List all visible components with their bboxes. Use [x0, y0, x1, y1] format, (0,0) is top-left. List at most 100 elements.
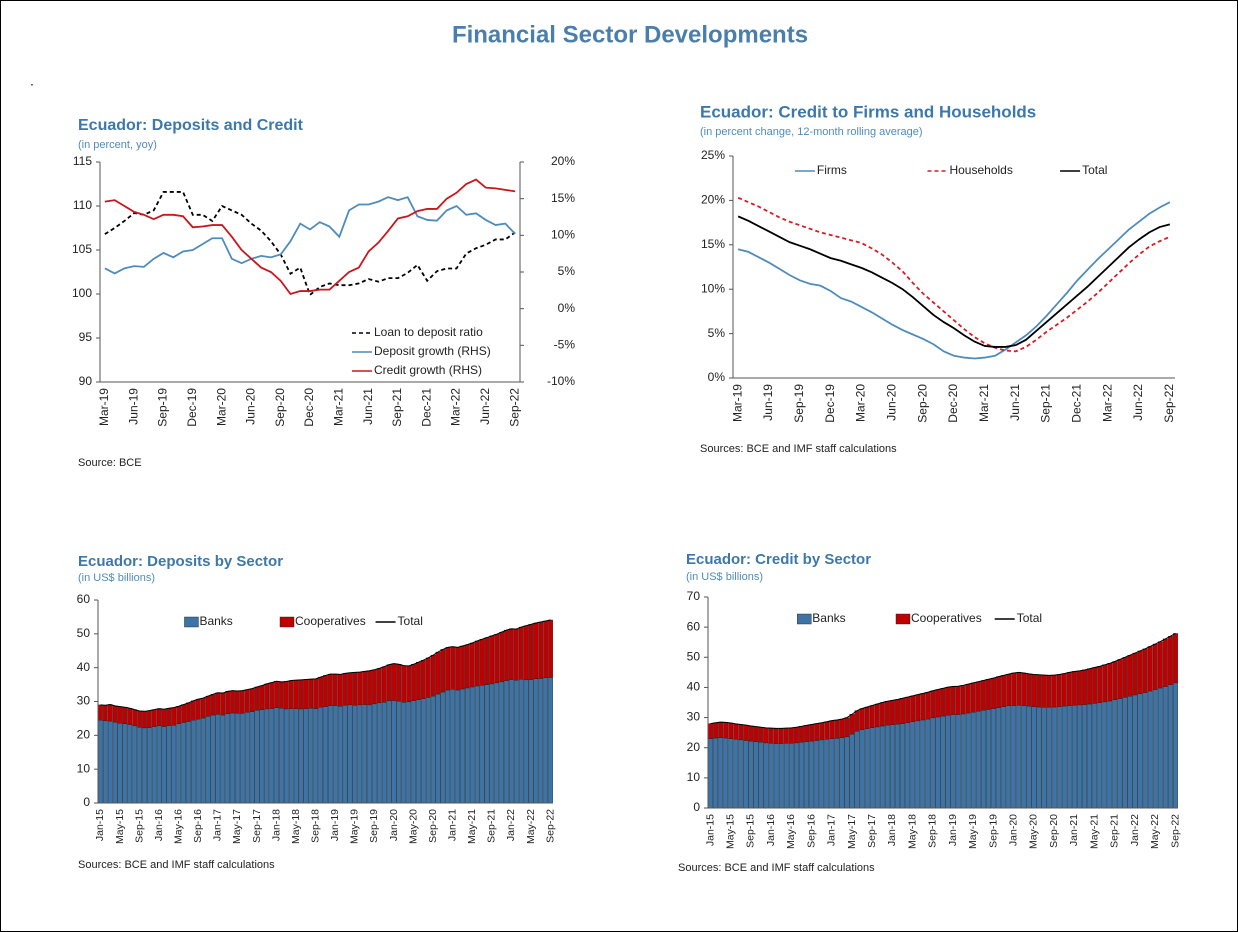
legend-label: Cooperatives [911, 611, 982, 625]
bar [548, 677, 553, 804]
bar [254, 710, 260, 804]
bar [910, 695, 916, 722]
bar [533, 622, 539, 680]
bar [1036, 706, 1042, 809]
bar [1082, 669, 1087, 705]
x-tick-label: May-16 [785, 814, 797, 849]
x-tick-label: May-22 [1149, 814, 1161, 849]
bar [869, 705, 875, 728]
bar [465, 687, 470, 804]
bar [191, 700, 196, 721]
x-tick-label: May-17 [231, 809, 243, 844]
bar [1137, 650, 1143, 694]
bar [279, 681, 284, 709]
bar [489, 635, 495, 685]
bar [743, 724, 749, 741]
x-tick-label: May-15 [725, 814, 737, 849]
bar [376, 702, 382, 804]
bar [288, 708, 294, 804]
x-tick-label: May-18 [290, 809, 302, 844]
x-tick-label: Sep-19 [368, 809, 380, 843]
x-tick-label: May-21 [466, 809, 478, 844]
x-tick-label: Sep-22 [507, 388, 521, 427]
y-tick-label: 110 [73, 198, 92, 212]
bar [975, 681, 981, 712]
legend-label: Loan to deposit ratio [374, 325, 483, 339]
bar [1162, 638, 1168, 687]
bar [283, 708, 289, 804]
bar [523, 625, 529, 681]
bar [1152, 689, 1158, 809]
bar [960, 713, 966, 809]
bar [839, 737, 845, 809]
bar [809, 724, 815, 742]
bar [1026, 673, 1032, 707]
legend-label: Total [1082, 163, 1107, 177]
bar [1107, 700, 1113, 809]
bar [171, 707, 177, 726]
bar [244, 689, 250, 713]
chart-title: Ecuador: Deposits and Credit [78, 117, 304, 134]
x-tick-label: Jan-19 [329, 809, 341, 841]
bar [235, 713, 240, 804]
bar [494, 633, 500, 684]
x-tick-label: Jan-21 [1068, 814, 1080, 846]
bar [884, 724, 890, 809]
bar [509, 679, 514, 804]
chart-title: Ecuador: Credit by Sector [686, 551, 871, 568]
bar [137, 727, 142, 804]
bar [768, 743, 774, 809]
y2-tick-label: 20% [551, 154, 575, 168]
bar [274, 681, 279, 708]
bar [357, 704, 363, 804]
bar [748, 740, 754, 809]
bar [98, 719, 103, 804]
bar [728, 738, 734, 809]
bar [102, 720, 108, 804]
bar [1041, 674, 1047, 708]
y-tick-label: 70 [687, 589, 701, 603]
x-tick-label: Jun-20 [884, 384, 898, 421]
bar [849, 714, 855, 735]
bar [518, 678, 524, 804]
legend-label: Deposit growth (RHS) [374, 344, 491, 358]
bar [220, 692, 226, 716]
y2-tick-label: -5% [554, 338, 576, 352]
bar [900, 698, 906, 724]
bar [758, 742, 764, 809]
bar [1132, 694, 1138, 809]
bar [1021, 672, 1027, 706]
bar [391, 663, 397, 701]
bar [127, 708, 133, 725]
x-tick-label: Jun-22 [1131, 384, 1145, 421]
line-series [737, 196, 1171, 353]
legend-label: Credit growth (RHS) [374, 363, 482, 377]
bar [122, 723, 128, 804]
bar [347, 704, 353, 804]
bar [1127, 655, 1133, 697]
chart-subtitle: (in US$ billions) [686, 571, 763, 583]
bar [509, 628, 514, 680]
bar [809, 740, 815, 809]
bar [313, 708, 319, 804]
bar [1102, 701, 1108, 809]
x-tick-label: Jan-17 [212, 809, 224, 841]
line-series [737, 215, 1171, 348]
bar [1001, 675, 1007, 707]
bar [362, 671, 368, 705]
bar [102, 705, 108, 721]
bar [244, 712, 250, 804]
x-tick-label: Sep-17 [251, 809, 263, 843]
bar [1142, 692, 1148, 809]
bar [986, 709, 991, 809]
bar [773, 728, 779, 744]
x-tick-label: May-16 [173, 809, 185, 844]
bar [783, 743, 789, 809]
bar [239, 690, 245, 714]
chart-subtitle: (in US$ billions) [78, 572, 155, 584]
bar [1061, 705, 1067, 809]
bar [430, 654, 436, 697]
bar [1162, 686, 1168, 809]
bar [318, 707, 323, 804]
